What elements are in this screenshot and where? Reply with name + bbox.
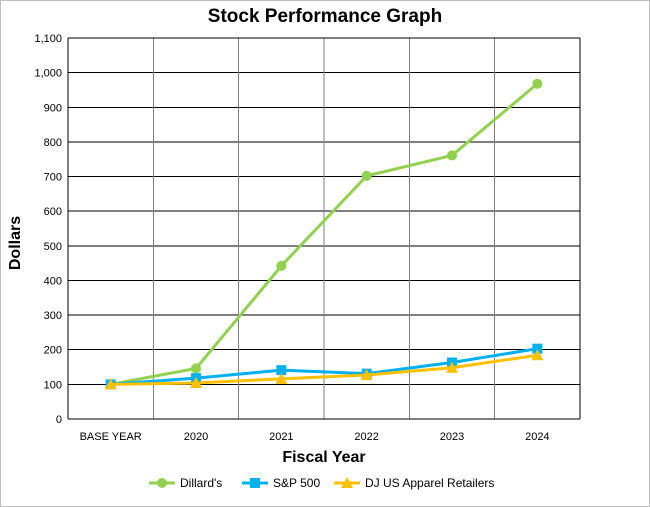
x-tick-label: 2022 (354, 431, 378, 443)
legend-item-dillard-s: Dillard's (148, 473, 222, 493)
x-tick-label: BASE YEAR (80, 431, 142, 443)
dillard-s-point (276, 260, 287, 271)
y-tick-label: 900 (44, 102, 62, 114)
x-tick-label: 2023 (440, 431, 464, 443)
legend-swatch-s-p-500 (242, 478, 268, 488)
x-tick-label: 2021 (269, 431, 293, 443)
x-tick-label: 2020 (184, 431, 208, 443)
chart-title: Stock Performance Graph (207, 6, 443, 27)
dj-us-apparel-retailers-point (104, 378, 117, 390)
dillard-s-series-line (110, 82, 539, 386)
plot-area: 0 100 200 300 400 500 600 700 800 900 1,000 1,100 BA… (34, 33, 581, 443)
dj-us-apparel-retailers-point (275, 372, 288, 384)
x-axis-title: Fiscal Year (282, 449, 366, 466)
dj-us-apparel-retailers-point (190, 376, 202, 388)
y-tick-label: 0 (56, 414, 62, 426)
y-tick-label: 300 (44, 310, 62, 322)
dillard-s-point (447, 150, 457, 161)
s-p-500-series-line (110, 347, 538, 386)
s-p-500-point (276, 365, 287, 376)
y-tick-label: 800 (44, 137, 62, 149)
y-tick-label: 700 (44, 172, 62, 184)
dj-us-apparel-retailers-point (531, 349, 544, 361)
s-p-500-point (532, 343, 543, 354)
legend-label: S&P 500 (273, 476, 321, 490)
dj-us-apparel-retailers-point (446, 361, 458, 373)
dillard-s-point (532, 78, 543, 89)
y-tick-label: 600 (44, 206, 62, 218)
y-tick-label: 500 (44, 241, 62, 253)
dillard-s-point (361, 170, 372, 181)
y-tick-label: 100 (44, 379, 62, 391)
y-tick-label: 1,100 (34, 33, 62, 45)
y-tick-label: 1,000 (34, 68, 62, 80)
dj-us-apparel-retailers-point (360, 369, 373, 381)
dj-us-apparel-retailers-series-line (110, 353, 538, 386)
y-tick-label: 200 (44, 345, 62, 357)
legend-swatch-dillard-s (149, 478, 175, 488)
legend-label: DJ US Apparel Retailers (365, 476, 495, 490)
legend-label: Dillard's (180, 476, 223, 490)
legend: Dillard's S&P 500 DJ US Apparel Retailers (0, 473, 650, 493)
dillard-s-point (191, 363, 201, 374)
y-tick-label: 400 (44, 275, 62, 287)
x-tick-label: 2024 (525, 431, 549, 443)
legend-swatch-dj-us-apparel-retailers (334, 477, 360, 488)
legend-item-s-p-500: S&P 500 (241, 473, 320, 493)
legend-item-dj-us-apparel-retailers: DJ US Apparel Retailers (333, 473, 494, 493)
